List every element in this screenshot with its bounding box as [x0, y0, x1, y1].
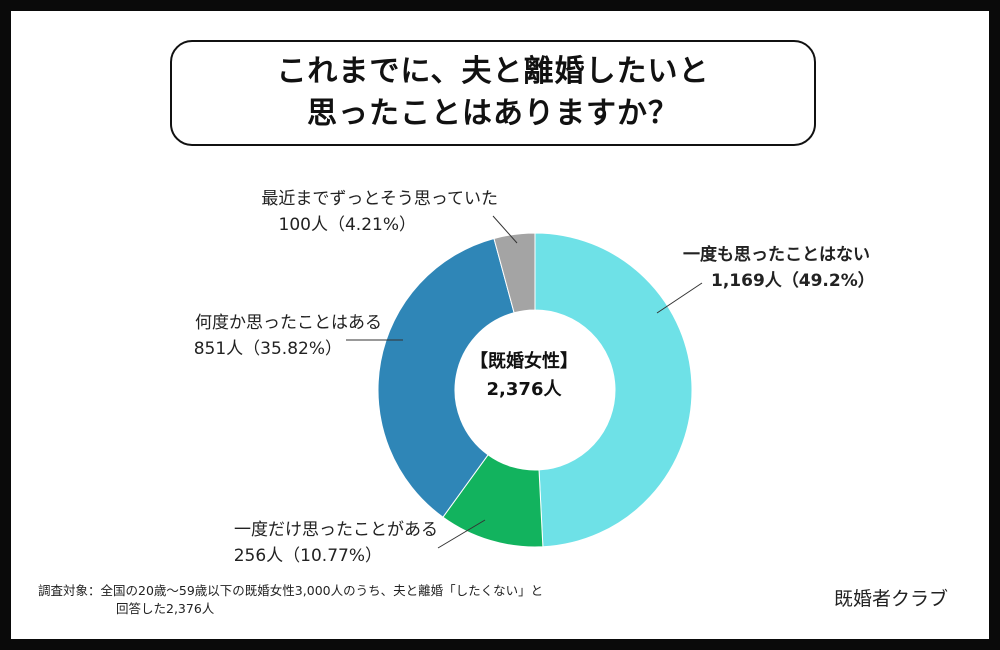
- slice-category-once: 一度だけ思ったことがある: [234, 520, 438, 540]
- center-label-group: 【既婚女性】: [470, 351, 578, 372]
- slice-value-several-times: 851人（35.82%）: [193, 339, 342, 359]
- slice-category-never: 一度も思ったことはない: [683, 245, 870, 265]
- donut-slice-until-recently: [493, 232, 536, 314]
- slice-label-never: 一度も思ったことはない 1,169人（49.2%）: [683, 242, 875, 294]
- slice-category-several-times: 何度か思ったことはある: [195, 313, 382, 333]
- slice-category-until-recently: 最近までずっとそう思っていた: [261, 189, 498, 209]
- center-label-total: 2,376人: [486, 379, 562, 400]
- slice-value-until-recently: 100人（4.21%）: [278, 215, 416, 235]
- donut-center-label: 【既婚女性】 2,376人: [439, 348, 609, 404]
- slice-label-once: 一度だけ思ったことがある 256人（10.77%）: [180, 517, 438, 569]
- footnote-line-1: 調査対象：全国の20歳〜59歳以下の既婚女性3,000人のうち、夫と離婚「したく…: [38, 583, 544, 598]
- question-title-box: これまでに、夫と離婚したいと 思ったことはありますか？: [170, 40, 816, 146]
- slice-value-never: 1,169人（49.2%）: [711, 271, 875, 291]
- title-line-1: これまでに、夫と離婚したいと: [276, 54, 710, 89]
- leader-line-until-recently: [492, 215, 518, 244]
- footnote-line-2: 回答した2,376人: [116, 601, 215, 616]
- leader-line-never: [656, 282, 703, 314]
- brand-name: 既婚者クラブ: [833, 588, 948, 610]
- donut-slice-never: [534, 232, 693, 548]
- slice-label-until-recently: 最近までずっとそう思っていた 100人（4.21%）: [180, 186, 498, 238]
- donut-slice-several-times: [377, 237, 515, 518]
- leader-line-once: [437, 519, 486, 549]
- slice-label-several-times: 何度か思ったことはある 851人（35.82%）: [140, 310, 382, 362]
- survey-footnote: 調査対象：全国の20歳〜59歳以下の既婚女性3,000人のうち、夫と離婚「したく…: [38, 582, 543, 618]
- title-line-2: 思ったことはありますか？: [307, 96, 679, 131]
- slice-value-once: 256人（10.77%）: [233, 546, 382, 566]
